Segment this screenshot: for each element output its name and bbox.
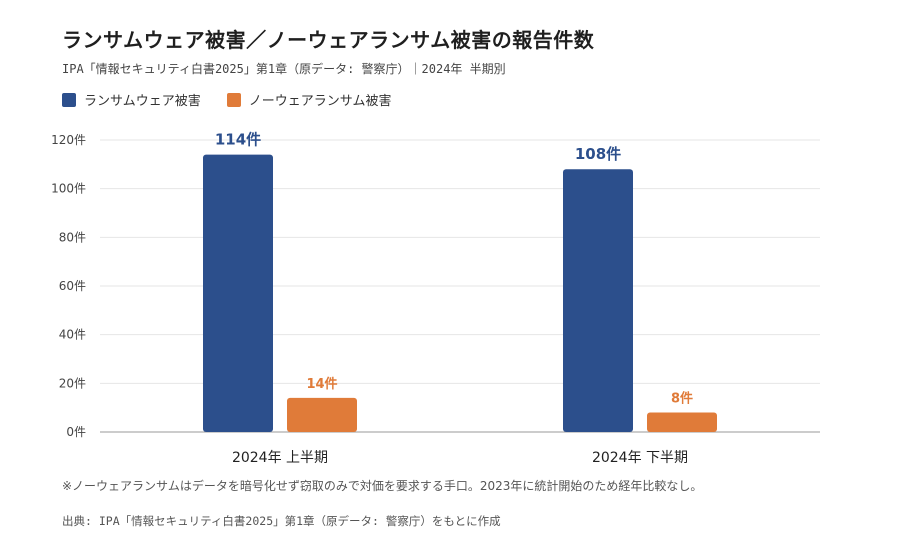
source-note: 出典: IPA「情報セキュリティ白書2025」第1章（原データ: 警察庁）をもと… [62, 514, 501, 528]
data-label: 114件 [215, 131, 261, 149]
y-tick-label: 60件 [59, 279, 86, 293]
bar-ransomware [563, 169, 633, 432]
data-label: 14件 [306, 376, 337, 392]
y-tick-label: 120件 [51, 133, 86, 147]
chart-title: ランサムウェア被害／ノーウェアランサム被害の報告件数 [62, 28, 595, 52]
bar-chart: 0件 20件 40件 60件 80件 100件 120件 114件 14件 2024年 上半期 10… [51, 131, 820, 466]
legend-label-noware: ノーウェアランサム被害 [248, 94, 392, 109]
bar-noware [647, 412, 717, 432]
y-tick-label: 100件 [51, 182, 86, 196]
footnote: ※ノーウェアランサムはデータを暗号化せず窃取のみで対価を要求する手口。2023年… [62, 479, 703, 493]
chart-subtitle: IPA「情報セキュリティ白書2025」第1章（原データ: 警察庁）｜2024年 … [62, 62, 506, 76]
y-tick-label: 20件 [59, 376, 86, 390]
legend: ランサムウェア被害 ノーウェアランサム被害 [62, 90, 418, 109]
legend-item-ransomware: ランサムウェア被害 [62, 90, 201, 109]
data-label: 8件 [671, 391, 693, 407]
y-tick-label: 0件 [66, 425, 86, 439]
x-tick-label: 2024年 上半期 [232, 450, 328, 466]
y-tick-label: 80件 [59, 230, 86, 244]
bar-ransomware [203, 154, 273, 432]
legend-item-noware: ノーウェアランサム被害 [226, 90, 392, 109]
bar-noware [287, 397, 357, 432]
data-label: 108件 [575, 145, 621, 163]
x-tick-label: 2024年 下半期 [592, 450, 688, 466]
legend-swatch-ransomware [62, 92, 76, 107]
legend-label-ransomware: ランサムウェア被害 [84, 94, 201, 109]
legend-swatch-noware [226, 92, 241, 107]
y-tick-label: 40件 [59, 328, 86, 342]
